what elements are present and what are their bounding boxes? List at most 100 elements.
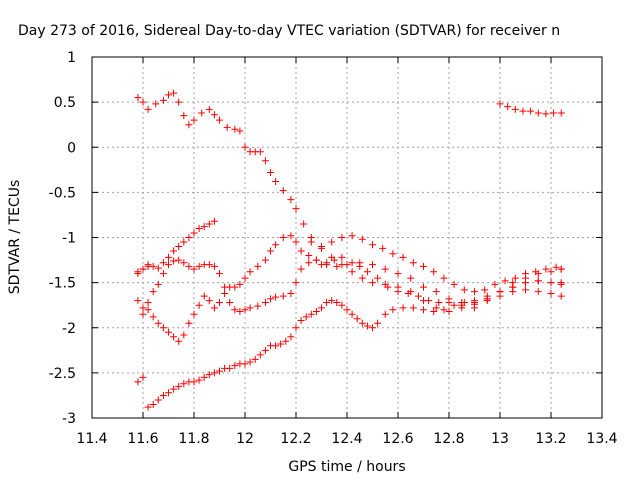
data-point xyxy=(139,310,147,318)
data-point xyxy=(159,259,167,267)
data-point xyxy=(542,110,550,118)
data-point xyxy=(496,288,504,296)
data-point xyxy=(205,371,213,379)
data-point xyxy=(200,223,208,231)
data-point xyxy=(348,232,356,240)
data-point xyxy=(305,259,313,267)
data-point xyxy=(287,289,295,297)
data-point xyxy=(279,187,287,195)
data-point xyxy=(205,261,213,269)
series-track-b xyxy=(134,217,218,278)
data-point xyxy=(557,265,565,273)
data-point xyxy=(152,100,160,108)
data-point xyxy=(159,391,167,399)
data-point xyxy=(149,288,157,296)
data-point xyxy=(550,109,558,117)
data-point xyxy=(363,322,371,330)
data-point xyxy=(534,109,542,117)
data-point xyxy=(195,224,203,232)
data-point xyxy=(343,306,351,314)
x-tick-label: 12 xyxy=(236,431,254,447)
data-point xyxy=(254,302,262,310)
data-point xyxy=(348,259,356,267)
data-point xyxy=(210,217,218,225)
grid-layer xyxy=(92,57,602,418)
data-point xyxy=(519,107,527,115)
data-point xyxy=(165,389,172,397)
y-tick-label: -1 xyxy=(62,231,76,247)
data-point xyxy=(246,304,254,312)
data-point xyxy=(185,262,193,270)
data-point xyxy=(353,315,361,323)
data-point xyxy=(399,304,407,312)
data-point xyxy=(527,107,535,115)
data-point xyxy=(394,270,402,278)
data-point xyxy=(231,306,239,314)
data-point xyxy=(358,235,366,243)
data-point xyxy=(312,308,320,316)
data-point xyxy=(432,304,440,312)
data-point xyxy=(134,268,142,276)
data-point xyxy=(552,263,560,271)
data-point xyxy=(460,298,468,306)
data-point xyxy=(195,301,203,309)
data-point xyxy=(165,261,172,269)
data-point xyxy=(165,253,172,261)
data-point xyxy=(159,324,167,332)
data-point xyxy=(198,109,206,117)
data-point xyxy=(241,143,249,151)
data-point xyxy=(460,286,468,294)
data-point xyxy=(241,306,249,314)
data-point xyxy=(170,385,178,393)
data-point xyxy=(312,256,320,264)
data-point xyxy=(261,346,269,354)
data-point xyxy=(496,100,504,108)
data-point xyxy=(170,89,178,97)
data-point xyxy=(501,277,509,285)
data-point xyxy=(379,244,387,252)
data-point xyxy=(241,360,249,368)
data-point xyxy=(369,241,376,249)
data-point xyxy=(170,333,178,341)
data-point xyxy=(205,220,213,228)
data-point xyxy=(180,259,188,267)
data-point xyxy=(236,280,244,288)
data-point xyxy=(414,292,422,300)
data-point xyxy=(374,274,382,282)
data-point xyxy=(420,306,427,314)
data-point xyxy=(557,109,565,117)
data-point xyxy=(241,274,249,282)
data-point xyxy=(287,196,295,204)
data-point xyxy=(522,286,529,294)
data-point xyxy=(292,205,300,213)
data-point xyxy=(236,127,244,135)
data-point xyxy=(221,289,229,297)
data-point xyxy=(338,234,346,241)
data-point xyxy=(272,293,280,301)
x-tick-label: 13 xyxy=(491,431,509,447)
data-point xyxy=(210,262,218,270)
data-point xyxy=(292,238,300,246)
data-point xyxy=(154,264,162,272)
data-point xyxy=(216,116,223,124)
data-point xyxy=(175,243,183,251)
data-point xyxy=(557,279,565,287)
data-point xyxy=(261,157,269,165)
data-point xyxy=(159,270,167,278)
data-point xyxy=(445,308,453,316)
data-point xyxy=(440,274,448,282)
data-point xyxy=(170,247,178,255)
data-point xyxy=(381,265,389,273)
y-tick-label: -2.5 xyxy=(49,366,76,382)
data-point xyxy=(534,288,542,296)
data-point xyxy=(430,308,438,316)
x-tick-label: 12.8 xyxy=(433,431,464,447)
data-point xyxy=(279,234,287,241)
data-point xyxy=(185,121,193,129)
data-point xyxy=(425,297,433,305)
data-point xyxy=(450,301,458,309)
data-point xyxy=(246,358,254,366)
data-point xyxy=(185,319,193,327)
data-point xyxy=(369,279,376,287)
data-point xyxy=(430,268,438,276)
